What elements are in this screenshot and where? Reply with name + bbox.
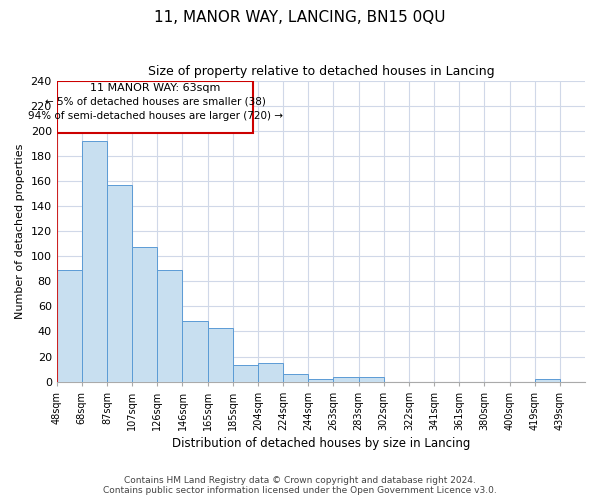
Bar	[208, 328, 233, 382]
Text: 94% of semi-detached houses are larger (720) →: 94% of semi-detached houses are larger (…	[28, 110, 283, 120]
Bar	[132, 248, 157, 382]
Bar	[56, 270, 82, 382]
Bar	[359, 376, 384, 382]
Y-axis label: Number of detached properties: Number of detached properties	[15, 144, 25, 319]
Bar	[233, 366, 258, 382]
Bar	[182, 322, 208, 382]
X-axis label: Distribution of detached houses by size in Lancing: Distribution of detached houses by size …	[172, 437, 470, 450]
Bar	[334, 376, 359, 382]
Bar	[82, 141, 107, 382]
Bar	[258, 363, 283, 382]
FancyBboxPatch shape	[57, 80, 253, 133]
Bar	[107, 184, 132, 382]
Text: Contains HM Land Registry data © Crown copyright and database right 2024.
Contai: Contains HM Land Registry data © Crown c…	[103, 476, 497, 495]
Text: 11, MANOR WAY, LANCING, BN15 0QU: 11, MANOR WAY, LANCING, BN15 0QU	[154, 10, 446, 25]
Bar	[535, 379, 560, 382]
Bar	[157, 270, 182, 382]
Bar	[308, 379, 334, 382]
Title: Size of property relative to detached houses in Lancing: Size of property relative to detached ho…	[148, 65, 494, 78]
Text: ← 5% of detached houses are smaller (38): ← 5% of detached houses are smaller (38)	[44, 97, 265, 107]
Text: 11 MANOR WAY: 63sqm: 11 MANOR WAY: 63sqm	[90, 83, 220, 93]
Bar	[283, 374, 308, 382]
